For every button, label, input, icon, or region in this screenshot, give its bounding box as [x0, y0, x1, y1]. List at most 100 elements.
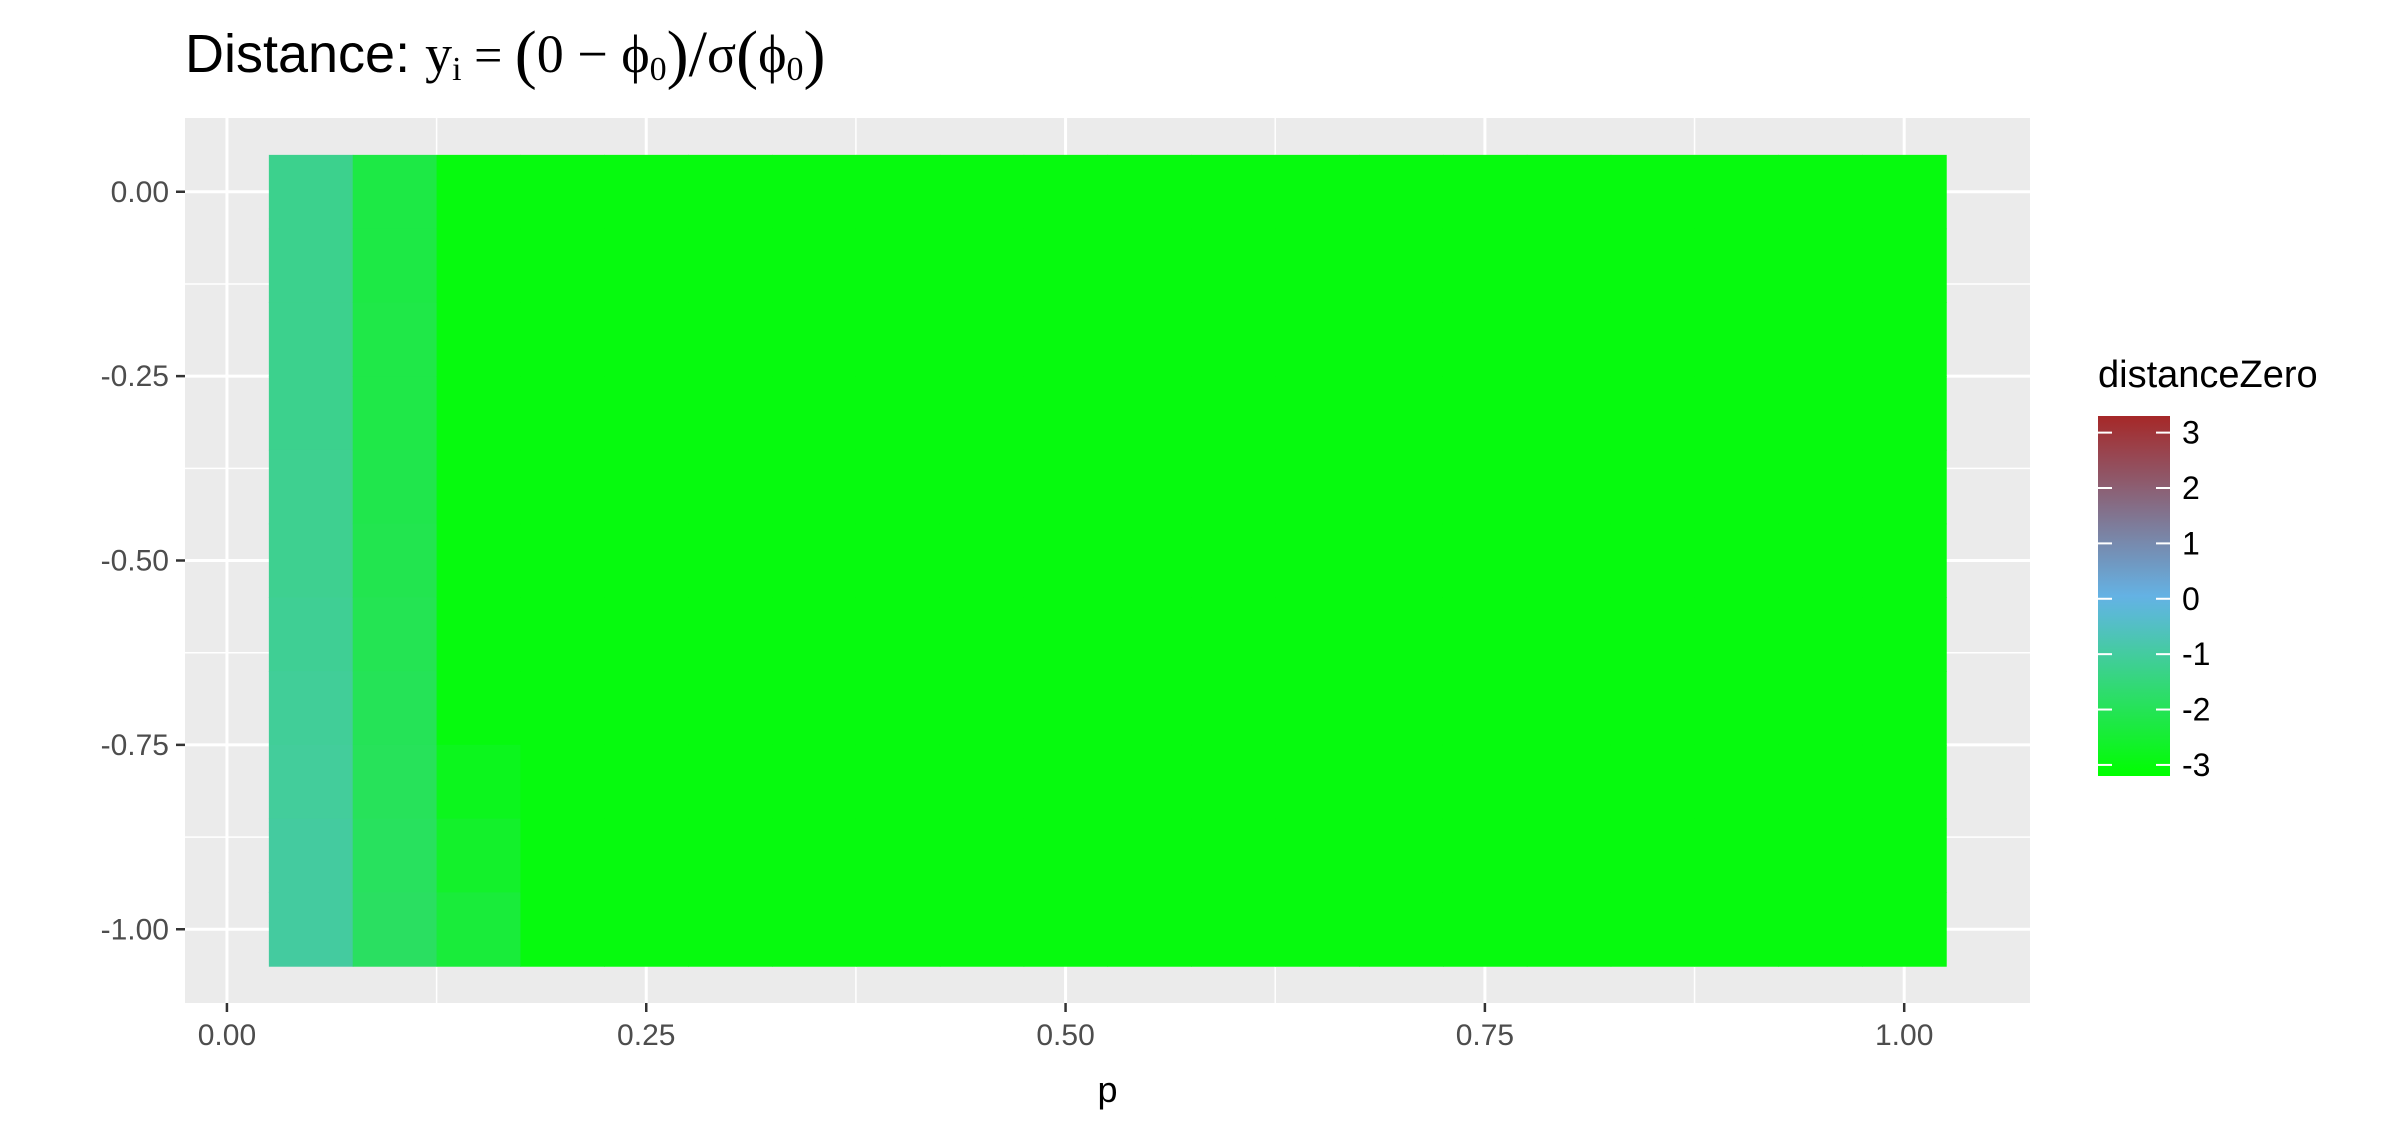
heatmap-tile	[352, 892, 438, 967]
heatmap-tile	[268, 744, 354, 820]
heatmap-tile	[268, 597, 354, 672]
heatmap-tile	[1610, 302, 1696, 377]
heatmap-tile	[352, 228, 438, 303]
heatmap-tile	[268, 671, 354, 746]
heatmap-tile	[1610, 597, 1696, 672]
heatmap-tile	[520, 597, 605, 672]
heatmap-tile	[939, 376, 1025, 451]
heatmap-tile	[436, 523, 522, 598]
heatmap-tile	[1610, 154, 1696, 230]
x-tick-label: 0.00	[198, 1019, 256, 1052]
title-prefix: Distance:	[185, 24, 425, 84]
heatmap-tile	[855, 376, 941, 451]
y-tick-label: -0.75	[101, 729, 169, 762]
heatmap-tile	[352, 154, 438, 230]
title-phi-subscript: 0	[650, 51, 667, 88]
heatmap-tile	[436, 449, 522, 525]
heatmap-tile	[352, 744, 438, 820]
heatmap-tile	[604, 818, 689, 893]
legend-label: -2	[2182, 692, 2210, 728]
heatmap-tile	[1275, 154, 1360, 230]
heatmap-tile	[1862, 818, 1947, 893]
heatmap-tile	[268, 376, 354, 451]
heatmap-tile	[1442, 523, 1528, 598]
heatmap-tile	[939, 154, 1025, 230]
heatmap-tile	[1694, 818, 1780, 893]
heatmap-tile	[1107, 597, 1192, 672]
heatmap-tile	[1442, 449, 1528, 525]
heatmap-tile	[1610, 228, 1696, 303]
legend-label: 3	[2182, 415, 2200, 451]
heatmap-tile	[939, 744, 1025, 820]
heatmap-tile	[1526, 449, 1612, 525]
heatmap-tile	[1442, 302, 1528, 377]
heatmap-tile	[1442, 818, 1528, 893]
heatmap-tile	[1862, 228, 1947, 303]
y-tick-label: -0.50	[101, 545, 169, 578]
heatmap-tile	[855, 818, 941, 893]
heatmap-tile	[1275, 523, 1360, 598]
heatmap-tile	[520, 228, 605, 303]
heatmap-tile	[520, 671, 605, 746]
heatmap-tile	[1778, 892, 1863, 967]
legend-label: -1	[2182, 636, 2210, 672]
heatmap-tile	[772, 597, 857, 672]
title-phi: ϕ	[621, 24, 649, 84]
heatmap-tile	[604, 671, 689, 746]
heatmap-tile	[1442, 597, 1528, 672]
heatmap-tile	[1023, 523, 1109, 598]
heatmap-tile	[604, 597, 689, 672]
heatmap-tile	[1694, 449, 1780, 525]
heatmap-tile	[1023, 597, 1109, 672]
heatmap-tile	[772, 671, 857, 746]
heatmap-tile	[604, 154, 689, 230]
heatmap-tile	[520, 744, 605, 820]
heatmap-tile	[1862, 449, 1947, 525]
heatmap-tile	[1107, 523, 1192, 598]
title-sigma: σ	[707, 24, 736, 84]
heatmap-tile	[604, 744, 689, 820]
heatmap-tile	[1862, 376, 1947, 451]
title-y-subscript: i	[452, 51, 461, 88]
heatmap-tile	[1107, 302, 1192, 377]
heatmap-tile	[772, 744, 857, 820]
heatmap-tile	[1778, 302, 1863, 377]
heatmap-tile	[604, 449, 689, 525]
heatmap-tile	[1023, 818, 1109, 893]
heatmap-tile	[688, 818, 773, 893]
heatmap-tile	[1023, 671, 1109, 746]
heatmap-tile	[855, 597, 941, 672]
heatmap-tile	[1359, 892, 1444, 967]
heatmap-tile	[688, 154, 773, 230]
heatmap-tile	[268, 302, 354, 377]
heatmap-tile	[1023, 744, 1109, 820]
heatmap-tile	[1862, 892, 1947, 967]
heatmap-tile	[1610, 376, 1696, 451]
heatmap-tile	[1526, 154, 1612, 230]
x-tick-label: 0.50	[1036, 1019, 1094, 1052]
heatmap-tile	[520, 302, 605, 377]
heatmap-tile	[688, 597, 773, 672]
title-left-paren: (	[515, 18, 537, 91]
x-tick-label: 0.25	[617, 1019, 675, 1052]
heatmap-tile	[1526, 376, 1612, 451]
legend: distanceZero 3 2 1 0 -1 -2 -3	[2098, 354, 2318, 783]
heatmap-tile	[1442, 744, 1528, 820]
heatmap-tile	[1442, 892, 1528, 967]
heatmap-tile	[352, 818, 438, 893]
heatmap-tile	[1275, 671, 1360, 746]
title-slash: /	[689, 18, 708, 91]
heatmap-tile	[855, 892, 941, 967]
heatmap-tile	[939, 523, 1025, 598]
heatmap-tile	[1191, 449, 1276, 525]
heatmap-tile	[1610, 892, 1696, 967]
heatmap-tile	[1359, 523, 1444, 598]
heatmap-tile	[436, 744, 522, 820]
y-tick-label: -0.25	[101, 360, 169, 393]
y-axis: 0.00 -0.25 -0.50 -0.75 -1.00	[101, 176, 185, 946]
heatmap-tile	[939, 228, 1025, 303]
heatmap-tile	[436, 818, 522, 893]
heatmap-tile	[1778, 154, 1863, 230]
heatmap-tile	[1107, 818, 1192, 893]
heatmap-tile	[688, 744, 773, 820]
